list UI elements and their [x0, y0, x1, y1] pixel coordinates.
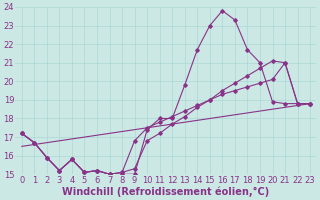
X-axis label: Windchill (Refroidissement éolien,°C): Windchill (Refroidissement éolien,°C) — [62, 186, 269, 197]
